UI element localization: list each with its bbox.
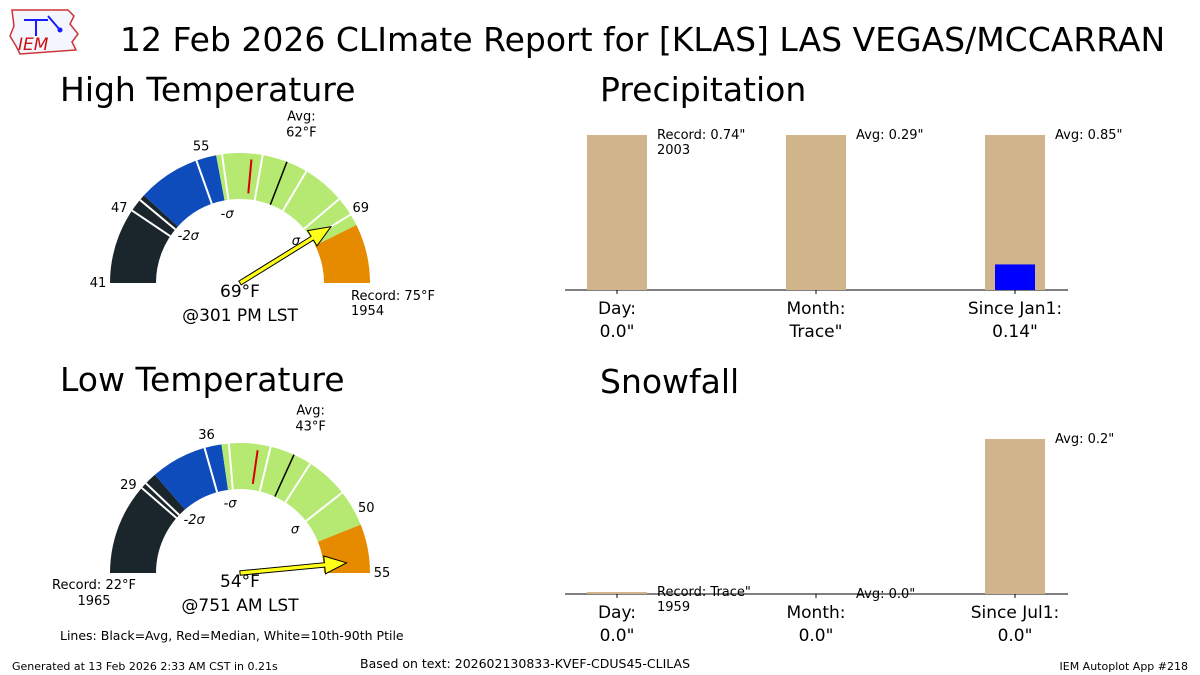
gauge-sigma-label: -2σ	[184, 513, 206, 528]
percentile-line	[227, 443, 234, 490]
gauge-band-2sigma-1sigma	[154, 444, 229, 510]
app-id: IEM Autoplot App #218	[1059, 660, 1189, 673]
percentile-line	[139, 199, 177, 231]
bar-category-label: Since Jul1:	[971, 603, 1060, 623]
percentile-line	[305, 491, 343, 522]
reference-bar	[786, 135, 846, 290]
record-year: 1965	[77, 594, 110, 609]
record-year: 1954	[351, 304, 384, 319]
snowfall-title: Snowfall	[600, 362, 740, 401]
reference-bar	[587, 592, 647, 594]
observed-arrow	[238, 225, 333, 286]
gauge-tick-label: 55	[374, 566, 391, 581]
average-line	[274, 454, 295, 497]
record-label: Record: 22°F	[52, 578, 136, 593]
low-temperature-gauge: 29 36 50 55 -2σ -σ σ Avg:43°F 54°F @751 AM LST Rec…	[52, 403, 390, 616]
low-temp-title: Low Temperature	[60, 360, 345, 399]
snowfall-bar-chart: Day: 0.0" Record: Trace"1959 Month: 0.0" Avg:…	[565, 432, 1114, 646]
observed-time: @301 PM LST	[182, 306, 298, 326]
reference-bar	[985, 439, 1045, 594]
observed-value: 54°F	[220, 572, 260, 592]
gauge-tick-label: 50	[358, 501, 375, 516]
gauge-sigma-label: -σ	[221, 207, 235, 222]
gauge-tick-label: 55	[193, 139, 210, 154]
bar-category-label: Day:	[598, 603, 636, 623]
bar-annotation: Avg: 0.29"	[856, 128, 924, 143]
bar-observed-label: 0.0"	[600, 626, 635, 646]
avg-value: 43°F	[295, 419, 326, 434]
generated-timestamp: Generated at 13 Feb 2026 2:33 AM CST in …	[12, 660, 278, 673]
bar-observed-label: 0.14"	[992, 322, 1038, 342]
observed-arrow	[239, 555, 348, 576]
percentile-line	[221, 154, 230, 200]
percentile-line	[258, 446, 272, 492]
bar-annotation: Record: Trace"	[657, 585, 751, 600]
bar-annotation: Avg: 0.85"	[1055, 128, 1123, 143]
bar-annotation: Avg: 0.2"	[1055, 432, 1114, 447]
high-temp-title: High Temperature	[60, 70, 356, 109]
gauge-sigma-label: σ	[291, 523, 300, 538]
percentile-line	[195, 160, 213, 205]
bar-category-label: Month:	[786, 603, 845, 623]
gauge-sigma-label: σ	[292, 234, 301, 249]
gauge-sigma-label: -σ	[224, 497, 238, 512]
average-line	[269, 161, 288, 205]
gauge-tick-label: 41	[90, 276, 107, 291]
high-temperature-gauge: 41 47 55 69 -2σ -σ σ Avg:62°F 69°F @301 PM LST Rec…	[90, 109, 435, 326]
gauge-band-upper	[315, 225, 370, 283]
gauge-tick-label: 29	[120, 478, 137, 493]
percentile-line	[203, 447, 219, 493]
bar-annotation: 2003	[657, 143, 690, 158]
avg-value: 62°F	[286, 125, 317, 140]
percentile-line	[284, 463, 312, 503]
bar-annotation: Record: 0.74"	[657, 128, 745, 143]
percentile-line	[145, 482, 180, 516]
bar-observed-label: 0.0"	[998, 626, 1033, 646]
record-label: Record: 75°F	[351, 289, 435, 304]
percentile-line	[253, 154, 264, 201]
percentile-line	[131, 209, 171, 238]
iem-logo: IEM	[8, 6, 82, 60]
percentile-line	[303, 198, 340, 230]
lines-legend-note: Lines: Black=Avg, Red=Median, White=10th…	[60, 628, 404, 643]
median-line	[247, 159, 253, 194]
report-title: 12 Feb 2026 CLImate Report for [KLAS] LA…	[120, 20, 1166, 59]
bar-category-label: Day:	[598, 299, 636, 319]
source-text-id: Based on text: 202602130833-KVEF-CDUS45-…	[360, 656, 691, 671]
gauge-sigma-label: -2σ	[178, 229, 200, 244]
observed-value: 69°F	[220, 282, 260, 302]
observed-time: @751 AM LST	[181, 596, 299, 616]
gauge-tick-label: 47	[111, 201, 128, 216]
reference-bar	[985, 135, 1045, 290]
reference-bar	[587, 135, 647, 290]
bar-annotation: Avg: 0.0"	[856, 587, 915, 602]
bar-observed-label: Trace"	[789, 322, 843, 342]
bar-category-label: Month:	[786, 299, 845, 319]
avg-label: Avg:	[296, 403, 324, 418]
gauge-band-2sigma-1sigma	[143, 155, 225, 227]
svg-text:IEM: IEM	[18, 35, 49, 55]
avg-label: Avg:	[287, 109, 315, 124]
bar-annotation: 1959	[657, 600, 690, 615]
percentile-line	[141, 487, 178, 519]
bar-observed-label: 0.0"	[600, 322, 635, 342]
gauge-band-normal	[216, 152, 357, 246]
bar-category-label: Since Jan1:	[968, 299, 1062, 319]
median-line	[251, 450, 259, 485]
precip-title: Precipitation	[600, 70, 807, 109]
precipitation-bar-chart: Day: 0.0" Record: 0.74"2003 Month: Trace" Avg…	[565, 128, 1123, 342]
percentile-line	[282, 170, 308, 212]
gauge-band-below-2sigma	[110, 474, 185, 573]
observed-bar	[995, 264, 1035, 290]
gauge-tick-label: 69	[352, 201, 369, 216]
bar-observed-label: 0.0"	[799, 626, 834, 646]
gauge-tick-label: 36	[198, 428, 215, 443]
